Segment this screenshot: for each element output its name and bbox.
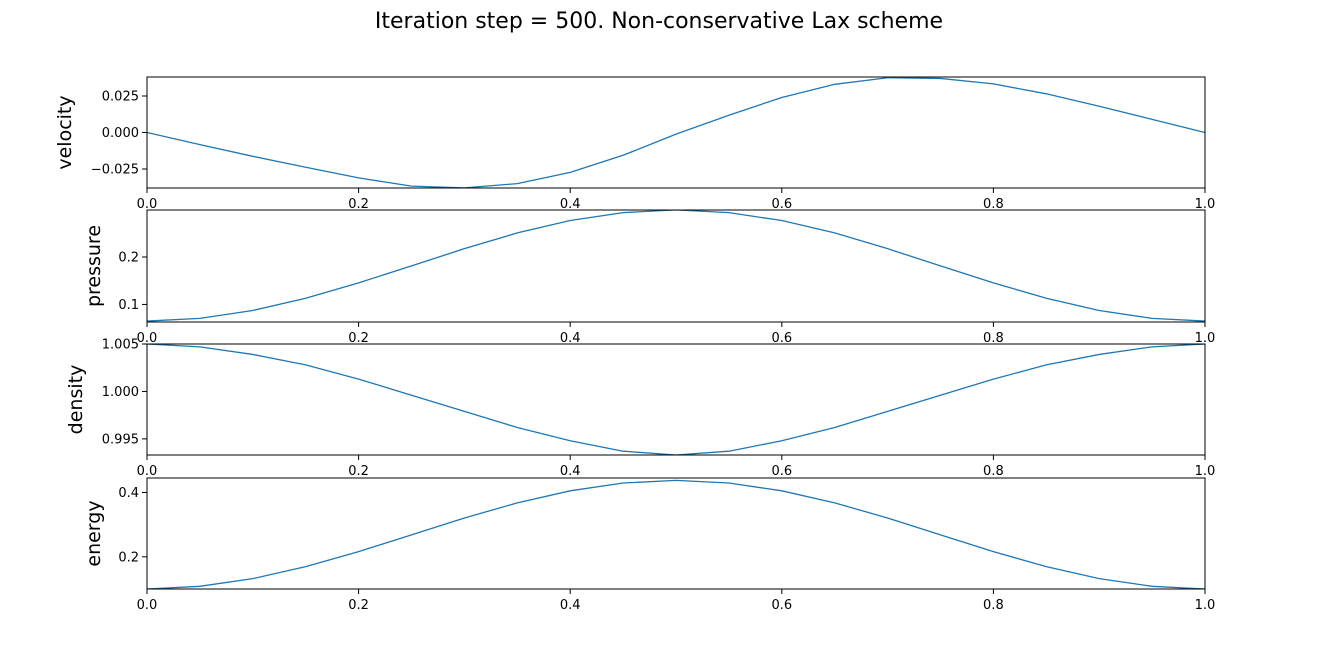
panel-pressure: 0.0 0.2 0.4 0.6 0.8 1.0 0.1 0.2 pressure xyxy=(83,209,1216,346)
density-x-tick-label: 0.8 xyxy=(983,464,1004,479)
velocity-x-tick-label: 0.8 xyxy=(983,197,1004,212)
panel-energy: 0.0 0.2 0.4 0.6 0.8 1.0 0.2 0.4 energy xyxy=(83,477,1216,613)
energy-x-tick-label: 0.2 xyxy=(348,598,369,613)
velocity-x-tick-label: 0.4 xyxy=(560,197,581,212)
velocity-x-tick-label: 0.0 xyxy=(137,197,158,212)
density-series-line xyxy=(147,344,1205,455)
density-y-tick-label: 1.005 xyxy=(102,338,139,353)
density-x-tick-label: 0.4 xyxy=(560,464,581,479)
velocity-y-tick-label: 0.025 xyxy=(102,89,139,104)
velocity-series-line xyxy=(147,77,1205,188)
velocity-ylabel: velocity xyxy=(54,95,76,169)
density-x-tick-label: 0.6 xyxy=(771,464,792,479)
density-x-tick-label: 1.0 xyxy=(1195,464,1216,479)
velocity-x-tick-label: 0.2 xyxy=(348,197,369,212)
energy-x-tick-label: 0.8 xyxy=(983,598,1004,613)
pressure-y-tick-label: 0.2 xyxy=(118,250,139,265)
panel-density: 0.0 0.2 0.4 0.6 0.8 1.0 0.995 1.000 1.005 density xyxy=(65,338,1215,480)
density-axes-frame xyxy=(146,343,1206,456)
density-ylabel: density xyxy=(65,365,87,435)
energy-x-tick-label: 1.0 xyxy=(1195,598,1216,613)
pressure-x-tick-label: 0.0 xyxy=(137,331,158,346)
figure-title: Iteration step = 500. Non-conservative L… xyxy=(375,9,943,34)
density-y-tick-label: 0.995 xyxy=(102,432,139,447)
energy-x-tick-label: 0.6 xyxy=(771,598,792,613)
pressure-y-tick-label: 0.1 xyxy=(118,298,139,313)
velocity-x-tick-label: 1.0 xyxy=(1195,197,1216,212)
pressure-axes-frame xyxy=(146,209,1206,323)
subplots: 0.0 0.2 0.4 0.6 0.8 1.0 −0.025 0.000 0.025 veloci… xyxy=(54,76,1216,613)
pressure-x-tick-label: 0.4 xyxy=(560,331,581,346)
velocity-y-tick-label: −0.025 xyxy=(91,163,139,178)
density-y-tick-label: 1.000 xyxy=(102,385,139,400)
velocity-y-tick-label: 0.000 xyxy=(102,126,139,141)
energy-x-tick-label: 0.0 xyxy=(137,598,158,613)
energy-y-tick-label: 0.4 xyxy=(118,486,139,501)
energy-x-tick-label: 0.4 xyxy=(560,598,581,613)
energy-ylabel: energy xyxy=(83,500,105,566)
energy-y-tick-label: 0.2 xyxy=(118,550,139,565)
pressure-series-line xyxy=(147,210,1205,322)
pressure-x-tick-label: 0.6 xyxy=(771,331,792,346)
energy-series-line xyxy=(147,479,1205,589)
energy-axes-frame xyxy=(146,477,1206,590)
density-x-tick-label: 0.0 xyxy=(137,464,158,479)
density-x-tick-label: 0.2 xyxy=(348,464,369,479)
pressure-x-tick-label: 0.8 xyxy=(983,331,1004,346)
velocity-x-tick-label: 0.6 xyxy=(771,197,792,212)
pressure-ylabel: pressure xyxy=(83,225,105,307)
pressure-x-tick-label: 1.0 xyxy=(1195,331,1216,346)
panel-velocity: 0.0 0.2 0.4 0.6 0.8 1.0 −0.025 0.000 0.025 veloci… xyxy=(54,76,1216,212)
pressure-x-tick-label: 0.2 xyxy=(348,331,369,346)
